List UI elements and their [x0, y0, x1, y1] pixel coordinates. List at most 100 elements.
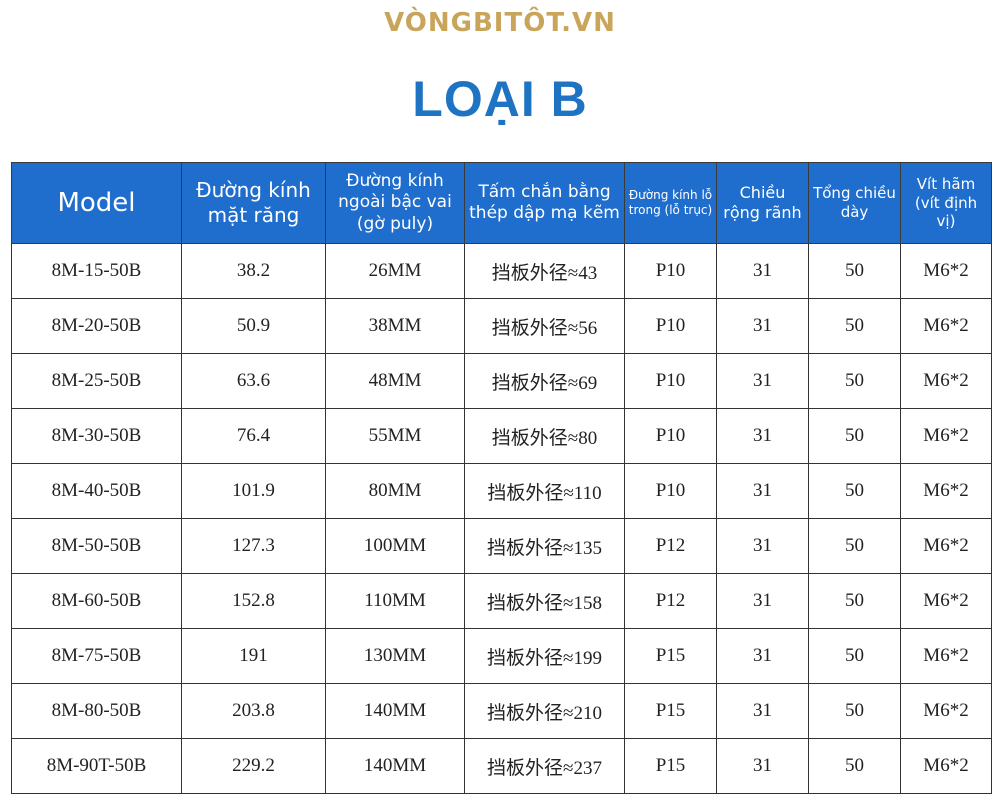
header-bore-diameter: Đường kính lỗ trong (lỗ trục): [624, 162, 717, 244]
header-tooth-diameter: Đường kính mặt răng: [181, 162, 326, 244]
model-cell: 8M-50-50B: [11, 518, 182, 574]
tooth-diameter-cell: 76.4: [181, 408, 326, 464]
table-body: 8M-15-50B 38.2 26MM 挡板外径≈43 P10 31 50 M6*2 8M-20…: [11, 243, 992, 794]
total-thickness-cell: 50: [808, 518, 901, 574]
table-row: 8M-80-50B 203.8 140MM 挡板外径≈210 P15 31 50 M6*2: [11, 683, 992, 739]
groove-width-cell: 31: [716, 298, 809, 354]
shoulder-diameter-cell: 140MM: [325, 683, 465, 739]
total-thickness-cell: 50: [808, 628, 901, 684]
header-total-thickness: Tổng chiều dày: [808, 162, 901, 244]
model-cell: 8M-60-50B: [11, 573, 182, 629]
shoulder-diameter-cell: 55MM: [325, 408, 465, 464]
table-row: 8M-90T-50B 229.2 140MM 挡板外径≈237 P15 31 50 M6*2: [11, 738, 992, 794]
shoulder-diameter-cell: 140MM: [325, 738, 465, 794]
model-cell: 8M-90T-50B: [11, 738, 182, 794]
set-screw-cell: M6*2: [900, 353, 992, 409]
flange-plate-cell: 挡板外径≈110: [464, 463, 625, 519]
tooth-diameter-cell: 50.9: [181, 298, 326, 354]
groove-width-cell: 31: [716, 408, 809, 464]
bore-diameter-cell: P15: [624, 628, 717, 684]
bore-diameter-cell: P15: [624, 738, 717, 794]
set-screw-cell: M6*2: [900, 408, 992, 464]
set-screw-cell: M6*2: [900, 298, 992, 354]
flange-plate-cell: 挡板外径≈237: [464, 738, 625, 794]
spec-table: Model Đường kính mặt răng Đường kính ngo…: [11, 162, 992, 794]
header-set-screw: Vít hãm (vít định vị): [900, 162, 992, 244]
model-cell: 8M-40-50B: [11, 463, 182, 519]
groove-width-cell: 31: [716, 243, 809, 299]
tooth-diameter-cell: 38.2: [181, 243, 326, 299]
set-screw-cell: M6*2: [900, 683, 992, 739]
tooth-diameter-cell: 127.3: [181, 518, 326, 574]
model-cell: 8M-25-50B: [11, 353, 182, 409]
tooth-diameter-cell: 191: [181, 628, 326, 684]
header-model: Model: [11, 162, 182, 244]
groove-width-cell: 31: [716, 463, 809, 519]
model-cell: 8M-20-50B: [11, 298, 182, 354]
shoulder-diameter-cell: 130MM: [325, 628, 465, 684]
set-screw-cell: M6*2: [900, 243, 992, 299]
tooth-diameter-cell: 152.8: [181, 573, 326, 629]
set-screw-cell: M6*2: [900, 573, 992, 629]
shoulder-diameter-cell: 48MM: [325, 353, 465, 409]
model-cell: 8M-15-50B: [11, 243, 182, 299]
table-row: 8M-75-50B 191 130MM 挡板外径≈199 P15 31 50 M6*2: [11, 628, 992, 684]
bore-diameter-cell: P10: [624, 463, 717, 519]
bore-diameter-cell: P10: [624, 353, 717, 409]
total-thickness-cell: 50: [808, 683, 901, 739]
table-row: 8M-20-50B 50.9 38MM 挡板外径≈56 P10 31 50 M6*2: [11, 298, 992, 354]
page-title: LOẠI B: [412, 71, 588, 127]
groove-width-cell: 31: [716, 738, 809, 794]
shoulder-diameter-cell: 110MM: [325, 573, 465, 629]
total-thickness-cell: 50: [808, 298, 901, 354]
set-screw-cell: M6*2: [900, 463, 992, 519]
table-row: 8M-25-50B 63.6 48MM 挡板外径≈69 P10 31 50 M6*2: [11, 353, 992, 409]
shoulder-diameter-cell: 80MM: [325, 463, 465, 519]
table-row: 8M-30-50B 76.4 55MM 挡板外径≈80 P10 31 50 M6*2: [11, 408, 992, 464]
bore-diameter-cell: P10: [624, 408, 717, 464]
bore-diameter-cell: P15: [624, 683, 717, 739]
flange-plate-cell: 挡板外径≈80: [464, 408, 625, 464]
header-shoulder-diameter: Đường kính ngoài bậc vai (gờ puly): [325, 162, 465, 244]
total-thickness-cell: 50: [808, 738, 901, 794]
groove-width-cell: 31: [716, 353, 809, 409]
tooth-diameter-cell: 229.2: [181, 738, 326, 794]
total-thickness-cell: 50: [808, 573, 901, 629]
groove-width-cell: 31: [716, 573, 809, 629]
bore-diameter-cell: P12: [624, 573, 717, 629]
flange-plate-cell: 挡板外径≈158: [464, 573, 625, 629]
set-screw-cell: M6*2: [900, 738, 992, 794]
model-cell: 8M-75-50B: [11, 628, 182, 684]
table-row: 8M-50-50B 127.3 100MM 挡板外径≈135 P12 31 50 M6*2: [11, 518, 992, 574]
total-thickness-cell: 50: [808, 243, 901, 299]
header-groove-width: Chiều rộng rãnh: [716, 162, 809, 244]
shoulder-diameter-cell: 100MM: [325, 518, 465, 574]
tooth-diameter-cell: 203.8: [181, 683, 326, 739]
set-screw-cell: M6*2: [900, 628, 992, 684]
table-row: 8M-40-50B 101.9 80MM 挡板外径≈110 P10 31 50 M6*2: [11, 463, 992, 519]
bore-diameter-cell: P10: [624, 243, 717, 299]
table-header-row: Model Đường kính mặt răng Đường kính ngo…: [11, 162, 992, 244]
model-cell: 8M-80-50B: [11, 683, 182, 739]
flange-plate-cell: 挡板外径≈199: [464, 628, 625, 684]
table-row: 8M-60-50B 152.8 110MM 挡板外径≈158 P12 31 50 M6*2: [11, 573, 992, 629]
groove-width-cell: 31: [716, 683, 809, 739]
groove-width-cell: 31: [716, 628, 809, 684]
model-cell: 8M-30-50B: [11, 408, 182, 464]
shoulder-diameter-cell: 26MM: [325, 243, 465, 299]
shoulder-diameter-cell: 38MM: [325, 298, 465, 354]
flange-plate-cell: 挡板外径≈69: [464, 353, 625, 409]
total-thickness-cell: 50: [808, 353, 901, 409]
brand-logo: VÒNGBITÔT.VN: [384, 8, 616, 38]
groove-width-cell: 31: [716, 518, 809, 574]
flange-plate-cell: 挡板外径≈56: [464, 298, 625, 354]
total-thickness-cell: 50: [808, 463, 901, 519]
tooth-diameter-cell: 101.9: [181, 463, 326, 519]
bore-diameter-cell: P10: [624, 298, 717, 354]
total-thickness-cell: 50: [808, 408, 901, 464]
flange-plate-cell: 挡板外径≈43: [464, 243, 625, 299]
bore-diameter-cell: P12: [624, 518, 717, 574]
header-flange-plate: Tấm chắn bằng thép dập mạ kẽm: [464, 162, 625, 244]
table-row: 8M-15-50B 38.2 26MM 挡板外径≈43 P10 31 50 M6*2: [11, 243, 992, 299]
set-screw-cell: M6*2: [900, 518, 992, 574]
